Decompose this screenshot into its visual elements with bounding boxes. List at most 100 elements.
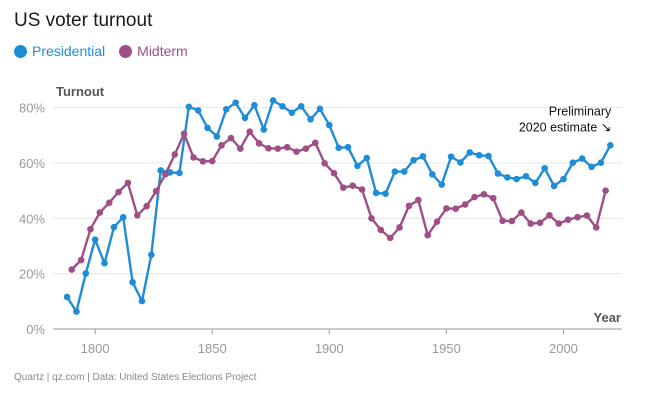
- data-point-midterm-1878: [274, 145, 282, 152]
- legend-swatch-presidential: [14, 44, 27, 58]
- data-point-midterm-1874: [265, 145, 272, 152]
- legend-label-midterm: Midterm: [137, 43, 188, 59]
- legend: Presidential Midterm: [14, 43, 188, 59]
- data-point-presidential-1932: [400, 168, 408, 175]
- data-point-midterm-1886: [293, 148, 300, 155]
- data-point-midterm-1930: [396, 224, 403, 231]
- data-point-presidential-1880: [279, 102, 286, 110]
- data-point-midterm-1906: [340, 184, 347, 191]
- data-point-presidential-2000: [560, 175, 567, 183]
- data-point-presidential-1904: [335, 144, 342, 152]
- x-tick-label-1900: 1900: [315, 341, 344, 356]
- data-point-midterm-1938: [414, 196, 422, 204]
- data-point-presidential-1940: [419, 153, 427, 160]
- legend-item-presidential: Presidential: [14, 43, 105, 59]
- data-point-midterm-1910: [349, 182, 357, 189]
- data-point-presidential-1836: [176, 169, 183, 177]
- x-tick-label-1800: 1800: [81, 341, 110, 356]
- x-tick-label-2000: 2000: [549, 341, 578, 356]
- data-point-midterm-1866: [246, 128, 253, 136]
- data-point-presidential-1864: [241, 114, 249, 122]
- data-point-presidential-1856: [222, 106, 230, 113]
- data-point-presidential-1908: [344, 143, 352, 151]
- data-point-midterm-1998: [555, 220, 563, 227]
- data-point-midterm-1898: [321, 159, 328, 167]
- data-point-presidential-1936: [410, 156, 417, 164]
- data-point-presidential-1896: [316, 105, 324, 113]
- data-point-midterm-1826: [152, 187, 160, 195]
- data-point-midterm-1974: [499, 217, 506, 225]
- data-point-midterm-1902: [330, 169, 338, 177]
- y-tick-label-0: 0%: [26, 322, 45, 337]
- data-point-midterm-2014: [592, 224, 600, 231]
- data-point-midterm-1958: [461, 201, 469, 208]
- data-point-midterm-1810: [115, 188, 122, 196]
- series-midterm: [68, 128, 609, 273]
- data-point-midterm-1790: [68, 266, 76, 273]
- data-point-midterm-2006: [574, 213, 581, 221]
- data-point-presidential-1976: [503, 174, 511, 181]
- data-point-midterm-1822: [143, 202, 150, 210]
- data-point-presidential-1988: [532, 179, 539, 187]
- data-point-midterm-1854: [218, 141, 225, 149]
- legend-swatch-midterm: [119, 44, 133, 58]
- data-point-midterm-1798: [87, 225, 94, 233]
- x-axis-title: Year: [594, 310, 621, 325]
- data-point-presidential-1996: [550, 182, 558, 190]
- data-point-presidential-1788: [63, 293, 71, 301]
- data-point-presidential-2008: [578, 155, 586, 162]
- data-point-midterm-1918: [368, 215, 375, 222]
- data-point-presidential-1868: [251, 101, 258, 109]
- data-point-midterm-1890: [302, 145, 310, 152]
- data-point-presidential-1968: [485, 152, 492, 160]
- data-point-presidential-1920: [372, 189, 380, 197]
- series-line-midterm: [70, 130, 607, 271]
- data-point-midterm-1926: [386, 234, 394, 242]
- data-point-midterm-1978: [508, 217, 516, 225]
- legend-label-presidential: Presidential: [32, 43, 106, 59]
- data-point-presidential-1872: [260, 126, 268, 133]
- chart-title: US voter turnout: [14, 10, 153, 31]
- data-point-presidential-1960: [466, 149, 474, 156]
- data-point-midterm-1966: [480, 190, 488, 198]
- legend-item-midterm: Midterm: [119, 43, 188, 59]
- x-tick-label-1950: 1950: [432, 341, 461, 356]
- data-point-midterm-1870: [255, 140, 263, 147]
- data-point-presidential-1808: [110, 223, 118, 231]
- annotation-line-1: Preliminary: [549, 104, 612, 118]
- data-point-midterm-1850: [208, 157, 216, 165]
- x-tick-label-1850: 1850: [198, 341, 227, 356]
- data-point-midterm-1894: [311, 139, 319, 147]
- y-tick-label-20: 20%: [19, 267, 45, 282]
- y-tick-label-40: 40%: [19, 211, 45, 226]
- data-point-midterm-2018: [602, 187, 609, 194]
- data-point-presidential-1792: [73, 308, 80, 315]
- data-point-midterm-1862: [237, 145, 244, 152]
- data-point-presidential-1912: [354, 162, 361, 170]
- data-point-presidential-1828: [157, 167, 165, 174]
- data-point-midterm-1954: [452, 205, 460, 212]
- data-point-presidential-1944: [429, 171, 436, 178]
- data-point-midterm-1922: [377, 226, 385, 234]
- data-point-midterm-1990: [536, 219, 544, 227]
- data-point-presidential-1804: [101, 259, 108, 267]
- data-point-midterm-1934: [405, 202, 413, 210]
- data-point-midterm-1794: [77, 256, 85, 264]
- data-point-midterm-1962: [471, 193, 478, 201]
- data-point-presidential-1916: [363, 154, 371, 162]
- data-point-presidential-1888: [297, 102, 305, 110]
- data-point-presidential-1800: [91, 236, 99, 243]
- data-point-presidential-1900: [326, 121, 333, 129]
- data-point-presidential-2012: [588, 163, 595, 171]
- data-point-midterm-2002: [564, 216, 572, 224]
- data-point-presidential-1844: [194, 107, 202, 114]
- data-point-midterm-1842: [190, 154, 197, 161]
- y-axis-title: Turnout: [56, 84, 105, 99]
- data-point-presidential-1796: [82, 270, 90, 277]
- data-point-presidential-1892: [307, 115, 314, 123]
- data-point-midterm-1858: [227, 134, 235, 142]
- data-point-midterm-1986: [527, 220, 534, 227]
- data-point-midterm-1946: [433, 218, 441, 225]
